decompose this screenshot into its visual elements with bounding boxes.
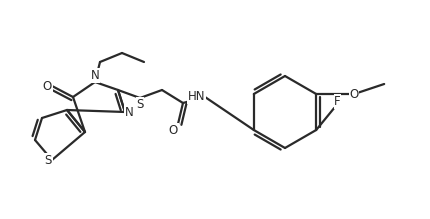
Text: O: O — [350, 88, 359, 101]
Text: F: F — [334, 95, 341, 108]
Text: N: N — [125, 106, 134, 118]
Text: S: S — [136, 98, 144, 111]
Text: O: O — [169, 124, 178, 137]
Text: S: S — [45, 154, 52, 166]
Text: O: O — [43, 79, 52, 92]
Text: N: N — [91, 69, 99, 82]
Text: HN: HN — [187, 90, 205, 104]
